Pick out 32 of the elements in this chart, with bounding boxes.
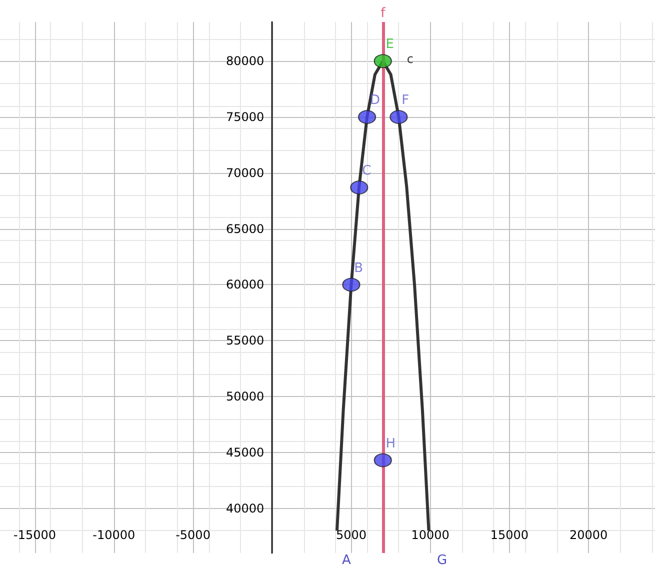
x-tick-label: -5000 <box>176 528 210 542</box>
y-tick-label: 65000 <box>226 222 264 236</box>
point <box>342 278 360 292</box>
series-label: F <box>402 93 410 108</box>
x-tick-label: 20000 <box>569 528 608 542</box>
y-tick-label: 50000 <box>226 389 264 404</box>
x-tick-label: 10000 <box>411 528 450 542</box>
x-tick-label: -10000 <box>92 528 136 542</box>
text: A <box>342 553 351 567</box>
annotation: c <box>406 52 414 66</box>
point <box>374 453 392 468</box>
series-label: E <box>386 37 394 52</box>
point <box>390 110 408 124</box>
y-tick-label: 80000 <box>226 54 264 68</box>
point <box>350 180 368 194</box>
series-label: B <box>354 260 364 276</box>
y-tick-label: 45000 <box>226 445 264 460</box>
x-tick-label: 5000 <box>336 528 367 542</box>
x-tick-label: -15000 <box>14 528 56 542</box>
y-tick-label: 70000 <box>226 166 264 180</box>
y-tick-label: 55000 <box>226 334 264 348</box>
ref-line-label: f <box>380 6 386 21</box>
y-tick-label: 75000 <box>226 110 264 124</box>
y-tick-label: 60000 <box>226 278 264 292</box>
text: G <box>437 553 448 567</box>
point <box>374 54 392 68</box>
series-label: D <box>370 93 380 108</box>
series-label: C <box>362 164 372 179</box>
series-label: H <box>386 436 396 452</box>
point <box>358 110 376 124</box>
y-tick-label: 40000 <box>226 501 264 516</box>
x-tick-label: 15000 <box>490 528 529 542</box>
